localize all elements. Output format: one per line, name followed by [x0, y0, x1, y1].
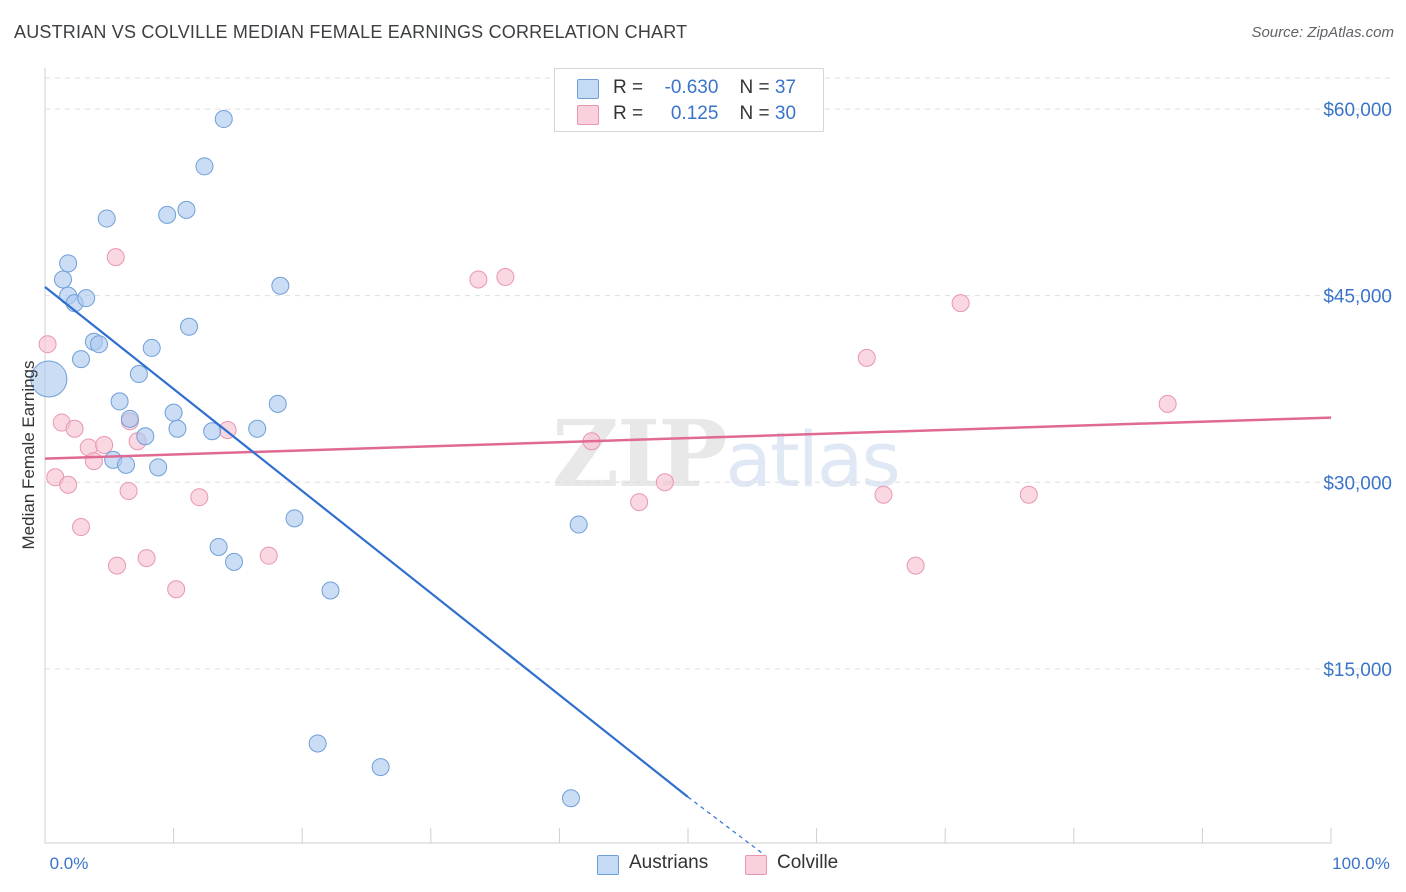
austrians-point	[117, 455, 136, 474]
axes	[44, 68, 1332, 844]
colville-point	[65, 419, 84, 438]
x-tick-label-right: 100.0%	[1332, 854, 1390, 873]
watermark: ZIPatlas	[552, 400, 901, 508]
chart-title: AUSTRIAN VS COLVILLE MEDIAN FEMALE EARNI…	[14, 22, 688, 42]
austrians-point	[209, 537, 228, 556]
correlation-legend: R = -0.630 N = 37 R = 0.125 N = 30	[554, 68, 824, 132]
austrians-point	[285, 509, 304, 528]
colville-swatch	[745, 855, 767, 875]
y-tick-label: $30,000	[1323, 473, 1392, 494]
austrians-points	[30, 110, 588, 808]
colville-point	[137, 549, 156, 568]
austrians-point	[110, 392, 129, 411]
austrians-point	[214, 110, 233, 129]
trend-lines	[44, 286, 1332, 856]
colville-point	[38, 335, 57, 354]
watermark-zip: ZIP	[552, 400, 727, 508]
colville-point	[259, 546, 278, 565]
colville-point	[906, 556, 925, 575]
austrians-point	[569, 515, 588, 534]
colville-point	[167, 580, 186, 599]
austrians-point	[180, 317, 199, 336]
legend-r-value: -0.630	[664, 77, 719, 98]
austrians-point	[142, 338, 161, 357]
austrians-point	[195, 157, 214, 176]
colville-point	[469, 270, 488, 289]
austrians-point	[120, 409, 139, 428]
gridlines	[45, 77, 1392, 670]
colville-points	[38, 248, 1177, 599]
colville-swatch	[577, 105, 599, 125]
austrians-point	[225, 552, 244, 571]
y-tick-label: $60,000	[1323, 100, 1392, 121]
colville-point	[1019, 485, 1038, 504]
colville-trend-line	[44, 416, 1332, 460]
austrians-point	[371, 758, 390, 777]
colville-point	[119, 481, 138, 500]
austrians-point	[90, 335, 109, 354]
austrians-point	[308, 734, 327, 753]
austrians-point	[77, 289, 96, 308]
austrians-point	[72, 350, 91, 369]
austrians-point	[136, 427, 155, 446]
colville-point	[857, 348, 876, 367]
legend-r-label: R =	[613, 103, 644, 124]
austrians-point	[271, 276, 290, 295]
austrians-point	[203, 422, 222, 441]
colville-label: Colville	[777, 852, 839, 873]
colville-point	[630, 493, 649, 512]
colville-point	[59, 475, 78, 494]
austrians-point	[59, 254, 78, 273]
colville-point	[190, 488, 209, 507]
austrians-point	[129, 365, 148, 384]
legend-n-value: 30	[774, 103, 797, 124]
axis-labels: $15,000 $30,000 $45,000 $60,000 0.0% 100.0% Me…	[19, 100, 1392, 873]
y-tick-label: $45,000	[1323, 287, 1392, 308]
austrians-trend-extension	[687, 796, 766, 856]
austrians-point	[97, 209, 116, 228]
colville-point	[951, 294, 970, 313]
watermark-atlas: atlas	[725, 415, 901, 504]
austrians-point	[168, 419, 187, 438]
austrians-swatch	[597, 855, 619, 875]
y-axis-title: Median Female Earnings	[19, 361, 38, 550]
legend-n-label: N =	[739, 103, 770, 124]
colville-point	[84, 452, 103, 471]
x-tick-label-left: 0.0%	[50, 854, 89, 873]
colville-point	[72, 518, 91, 537]
austrians-point	[30, 360, 68, 398]
colville-point	[106, 248, 125, 267]
legend-r-label: R =	[613, 77, 644, 98]
austrians-point	[149, 458, 168, 477]
colville-point	[874, 485, 893, 504]
austrians-point	[54, 270, 73, 289]
austrians-point	[268, 394, 287, 413]
austrians-trend-line	[44, 286, 689, 798]
austrians-point	[248, 419, 267, 438]
colville-point	[95, 435, 114, 454]
austrians-point	[158, 205, 177, 224]
austrians-point	[164, 403, 183, 422]
legend-n-label: N =	[739, 77, 770, 98]
austrians-swatch	[577, 79, 599, 99]
y-tick-label: $15,000	[1323, 660, 1392, 681]
colville-point	[655, 473, 674, 492]
legend-n-value: 37	[774, 77, 797, 98]
austrians-point	[321, 581, 340, 600]
colville-point	[496, 268, 515, 287]
legend-r-value: 0.125	[670, 103, 719, 124]
source-label: Source: ZipAtlas.com	[1251, 24, 1394, 41]
austrians-point	[177, 200, 196, 219]
austrians-label: Austrians	[629, 852, 709, 873]
colville-point	[108, 556, 127, 575]
austrians-point	[561, 789, 580, 808]
colville-point	[1158, 394, 1177, 413]
